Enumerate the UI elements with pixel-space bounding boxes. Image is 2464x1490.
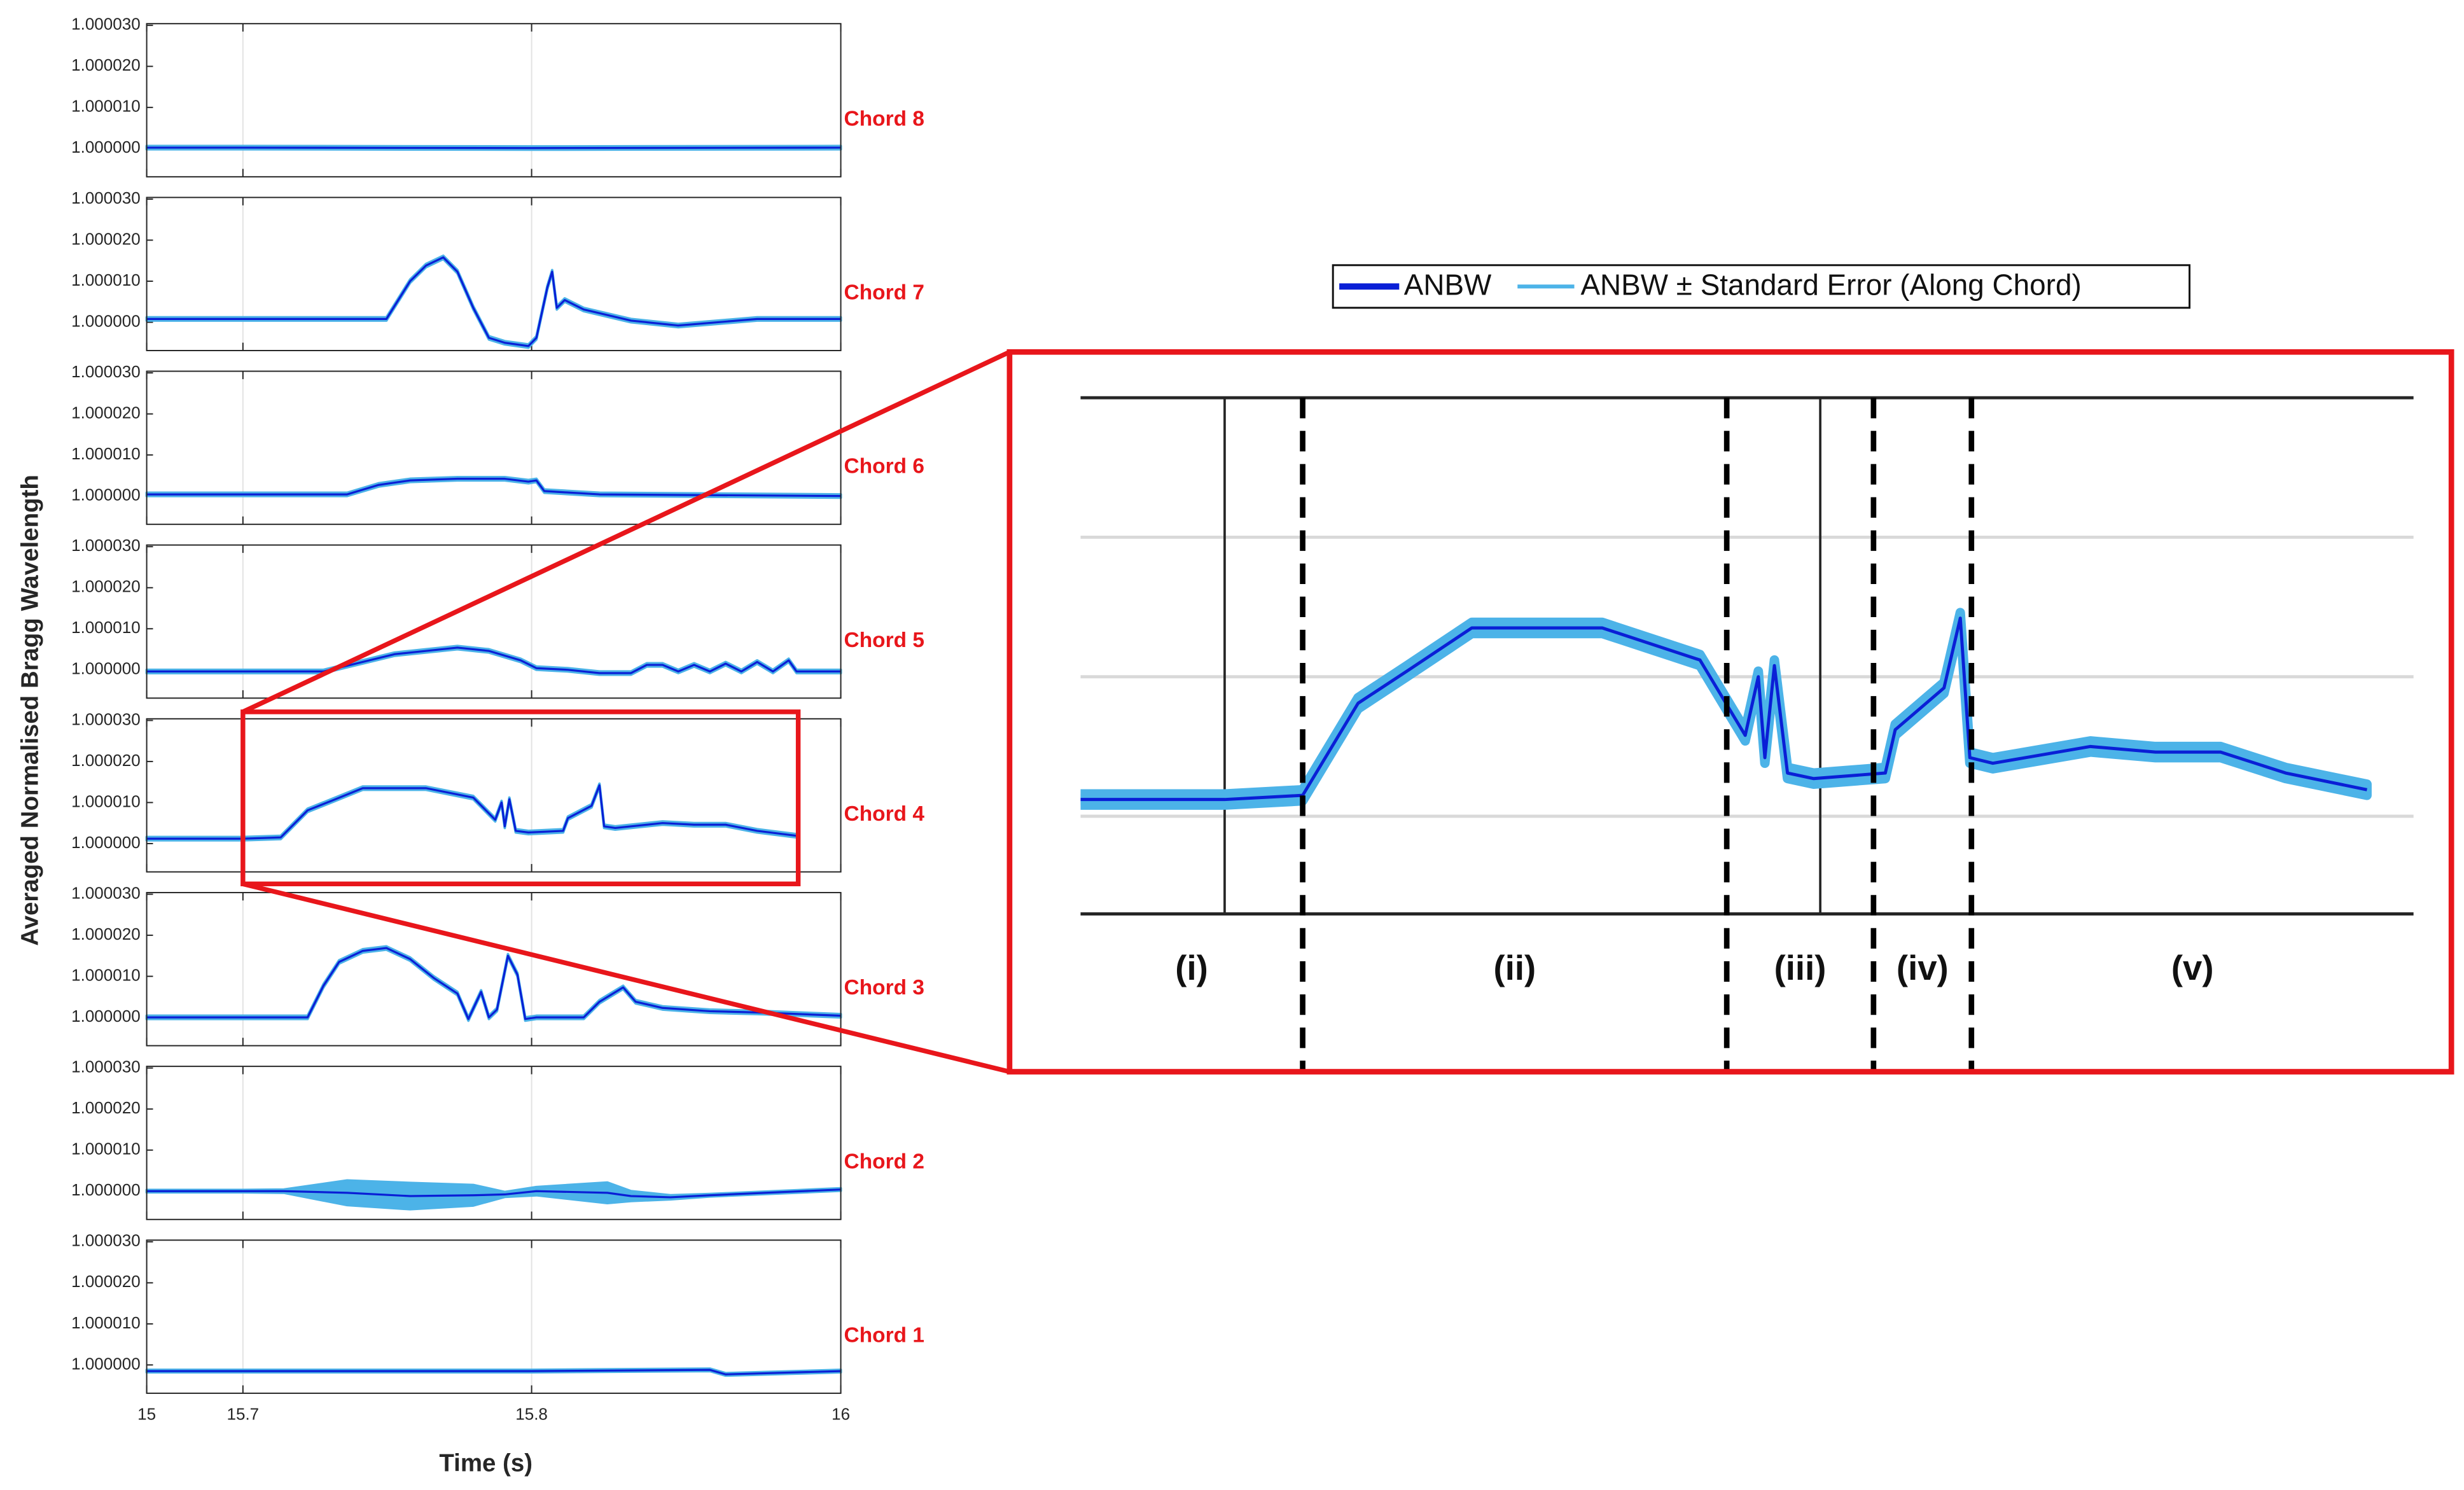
chord-label: Chord 7: [844, 281, 924, 305]
anbw-line: [146, 947, 841, 1020]
x-tick-label: 16: [832, 1405, 850, 1424]
anbw-line: [146, 784, 797, 840]
y-tick-label: 1.000030: [71, 362, 141, 381]
y-tick-label: 1.000000: [71, 659, 141, 678]
region-label: (i): [1175, 949, 1208, 987]
y-tick-label: 1.000010: [71, 1139, 141, 1159]
chord-label: Chord 6: [844, 455, 924, 478]
panel: 1.000000 1.000010 1.000020 1.000030 Chord 6: [71, 362, 924, 526]
zoom-panel: (i) (ii) (iii) (iv) (v): [1080, 396, 2414, 1071]
plot-frame: [146, 544, 842, 699]
y-tick-label: 1.000030: [71, 883, 141, 902]
plot-frame: [146, 23, 842, 178]
y-tick-label: 1.000020: [71, 577, 141, 596]
plot-frame: [146, 370, 842, 526]
panel: 1.000000 1.000010 1.000020 1.000030 Chord 4: [71, 709, 925, 873]
anbw-line: [1080, 616, 2367, 802]
y-tick-label: 1.000000: [71, 1180, 141, 1199]
y-tick-label: 1.000030: [71, 15, 141, 34]
y-tick-label: 1.000030: [71, 1057, 141, 1076]
y-tick-label: 1.000010: [71, 791, 141, 811]
y-tick-label: 1.000030: [71, 188, 141, 207]
y-tick-label: 1.000010: [71, 270, 141, 289]
panel: 1.000000 1.000010 1.000020 1.000030 Chord 2: [71, 1057, 924, 1220]
x-tick-label: 15: [137, 1405, 156, 1424]
chord-label: Chord 4: [844, 802, 925, 826]
y-tick-label: 1.000020: [71, 1272, 141, 1291]
panel: 1.000000 1.000010 1.000020 1.000030 Chord 7: [71, 188, 924, 352]
x-tick-label: 15.8: [515, 1405, 548, 1424]
panel: 1.000000 1.000010 1.000020 1.000030 Chord 1: [71, 1231, 924, 1394]
chord-label: Chord 1: [844, 1323, 924, 1347]
plot-frame: [146, 197, 842, 352]
region-label: (v): [2171, 949, 2214, 987]
y-tick-label: 1.000000: [71, 1354, 141, 1373]
plot-frame: [146, 891, 842, 1047]
y-tick-label: 1.000000: [71, 311, 141, 330]
y-tick-label: 1.000030: [71, 709, 141, 728]
x-tick-label: 15.7: [227, 1405, 260, 1424]
anbw-line: [146, 1368, 841, 1375]
x-axis-label: Time (s): [439, 1449, 532, 1477]
chord-label: Chord 5: [844, 629, 924, 652]
plot-area: [146, 24, 841, 177]
y-tick-label: 1.000010: [71, 444, 141, 463]
panel: 1.000000 1.000010 1.000020 1.000030 Chord 8: [71, 15, 924, 178]
zoom-connector: [242, 349, 1011, 714]
y-tick-label: 1.000000: [71, 833, 141, 852]
region-label: (iii): [1774, 949, 1827, 987]
y-tick-label: 1.000020: [71, 229, 141, 248]
panel: 1.000000 1.000010 1.000020 1.000030 Chord 3: [71, 883, 924, 1047]
plot-frame: [146, 1239, 842, 1394]
y-tick-label: 1.000020: [71, 403, 141, 422]
plot-area: [146, 718, 841, 872]
legend-label: ANBW: [1404, 268, 1492, 302]
y-tick-label: 1.000000: [71, 485, 141, 505]
y-axis-label: Averaged Normalised Bragg Wavelength: [17, 475, 44, 946]
plot-area: [146, 371, 841, 525]
anbw-line: [146, 1188, 841, 1199]
y-tick-label: 1.000000: [71, 1006, 141, 1026]
zoom-box: [240, 709, 801, 887]
anbw-line: [146, 256, 841, 347]
region-label: (ii): [1494, 949, 1536, 987]
plot-area: [146, 892, 841, 1046]
y-tick-label: 1.000010: [71, 618, 141, 637]
plot-frame: [146, 718, 842, 873]
y-tick-label: 1.000010: [71, 965, 141, 984]
y-tick-label: 1.000010: [71, 1313, 141, 1332]
plot-area: [146, 1240, 841, 1393]
y-tick-label: 1.000030: [71, 1231, 141, 1250]
region-label: (iv): [1897, 949, 1949, 987]
legend-label: ANBW ± Standard Error (Along Chord): [1580, 268, 2081, 302]
zoom-connector: [242, 881, 1010, 1075]
panel: 1.000000 1.000010 1.000020 1.000030 Chord 5: [71, 536, 924, 699]
y-tick-label: 1.000030: [71, 536, 141, 555]
chord-label: Chord 2: [844, 1150, 924, 1173]
y-tick-label: 1.000020: [71, 55, 141, 74]
zoom-frame: [1006, 349, 2454, 1075]
y-tick-label: 1.000000: [71, 137, 141, 157]
anbw-line: [146, 646, 841, 674]
y-tick-label: 1.000020: [71, 924, 141, 943]
y-tick-label: 1.000010: [71, 97, 141, 116]
plot-frame: [146, 1066, 842, 1220]
plot-area: [146, 197, 841, 351]
y-tick-label: 1.000020: [71, 1098, 141, 1117]
legend: ANBW ANBW ± Standard Error (Along Chord): [1332, 264, 2191, 309]
chord-label: Chord 3: [844, 976, 924, 999]
plot-area: [146, 545, 841, 699]
chord-label: Chord 8: [844, 107, 924, 130]
legend-box: [1332, 264, 2191, 309]
anbw-line: [146, 477, 841, 498]
y-tick-label: 1.000020: [71, 751, 141, 770]
